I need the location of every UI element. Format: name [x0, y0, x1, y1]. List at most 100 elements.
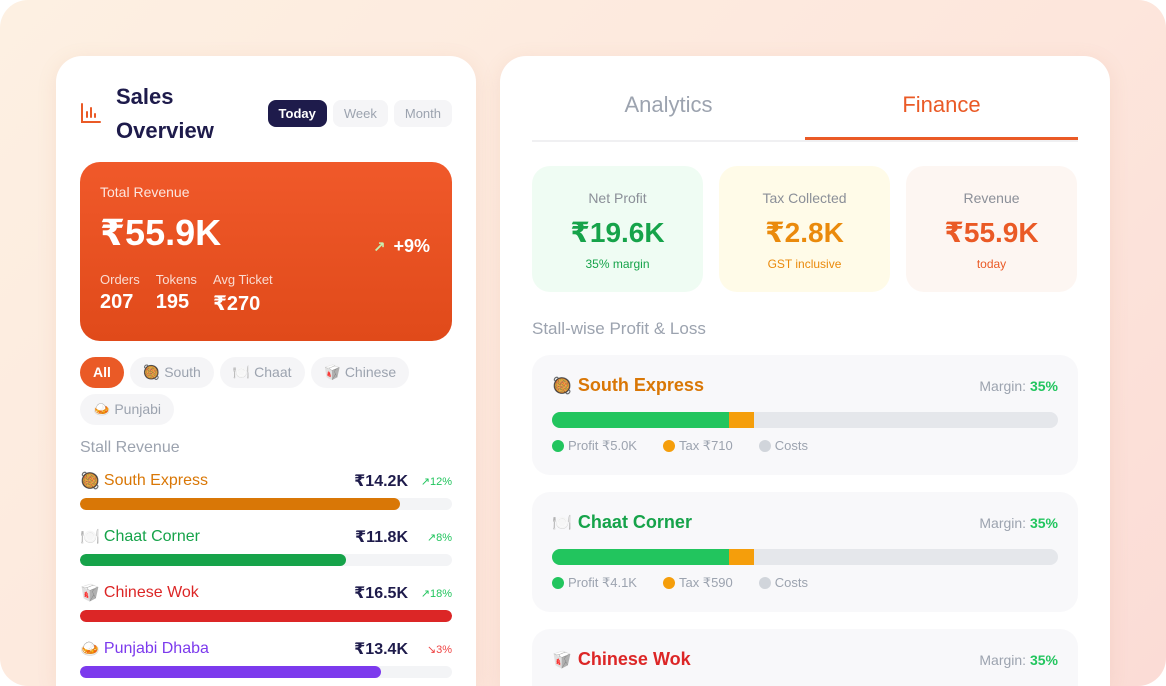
chip-punjabi[interactable]: 🍛 Punjabi [80, 394, 175, 425]
margin-value: 35% [1029, 514, 1058, 531]
stall-row-header: 🍛 Punjabi Dhaba ₹13.4K ↘3% [80, 638, 452, 660]
stall-row-header: 🥡 Chinese Wok ₹16.5K ↗18% [80, 582, 452, 604]
stall-pl-header: 🍽️ Chaat Corner Margin: 35% [552, 512, 1058, 533]
kpi-value: ₹2.8K [765, 217, 844, 248]
margin-label: Margin: [979, 377, 1027, 394]
arrow-up-right-icon: ↗ [372, 239, 386, 256]
kpi-label: Tax Collected [762, 190, 847, 206]
total-revenue-card: Total Revenue ₹55.9K ↗ +9% Orders 207 Toke… [80, 162, 452, 341]
revenue-change: ↗ +9% [373, 236, 430, 257]
stall-name: Chaat Corner [103, 528, 200, 545]
legend-dot-icon [662, 440, 675, 452]
stall-revenue-row[interactable]: 🍽️ Chaat Corner ₹11.8K ↗8% [80, 526, 452, 566]
stall-amount: ₹13.4K [354, 641, 408, 658]
bar-chart-icon [81, 103, 101, 123]
legend-dot-icon [552, 577, 564, 589]
legend-label: Costs [774, 438, 809, 453]
margin-label: Margin: [979, 651, 1027, 668]
stall-revenue-bar [80, 554, 452, 566]
kpi-label: Revenue [963, 190, 1020, 206]
stall-revenue-fill [80, 610, 452, 622]
legend-tax: Tax ₹710 [662, 438, 733, 454]
period-month[interactable]: Month [393, 100, 452, 127]
stall-revenue-row[interactable]: 🥘 South Express ₹14.2K ↗12% [80, 470, 452, 510]
stall-icon: 🥘 [80, 473, 100, 490]
stall-name: Chinese Wok [577, 649, 691, 669]
stall-amount: ₹14.2K [354, 473, 408, 490]
stat-avg-ticket: Avg Ticket ₹270 [213, 272, 273, 316]
stat-value: ₹270 [212, 293, 261, 315]
legend-label: Tax ₹590 [678, 575, 733, 590]
stall-revenue-fill [80, 554, 346, 566]
stall-revenue-row[interactable]: 🍛 Punjabi Dhaba ₹13.4K ↘3% [80, 638, 452, 678]
legend-dot-icon [758, 577, 771, 589]
stall-revenue-heading: Stall Revenue [80, 439, 180, 456]
stall-icon: 🍽️ [80, 529, 100, 546]
tab-analytics[interactable]: Analytics [624, 92, 713, 117]
legend-dot-icon [662, 577, 675, 589]
legend-label: Profit ₹4.1K [568, 575, 637, 590]
period-week[interactable]: Week [332, 100, 388, 127]
profit-loss-heading: Stall-wise Profit & Loss [532, 319, 706, 338]
profit-segment [552, 412, 730, 428]
legend-costs: Costs [758, 575, 809, 591]
chip-all[interactable]: All [80, 357, 124, 388]
stall-change: ↘3% [426, 643, 452, 656]
stall-pl-header: 🥘 South Express Margin: 35% [552, 375, 1058, 396]
tab-finance[interactable]: Finance [805, 84, 1078, 140]
kpi-card: Revenue ₹55.9K today [906, 166, 1077, 292]
tax-segment [729, 549, 755, 565]
legend-dot-icon [758, 440, 771, 452]
margin-label: Margin: [979, 514, 1027, 531]
period-toggle: Today Week Month [267, 100, 452, 127]
legend-label: Costs [774, 575, 809, 590]
stall-name: Chinese Wok [103, 584, 199, 601]
stall-pl-card[interactable]: 🥡 Chinese Wok Margin: 35% [532, 629, 1078, 686]
kpi-value: ₹55.9K [944, 217, 1039, 248]
kpi-subtext: 35% margin [585, 257, 650, 271]
sales-overview-card: Sales Overview Today Week Month Total Re… [56, 56, 476, 686]
stat-label: Orders [100, 272, 140, 287]
kpi-value: ₹19.6K [570, 217, 665, 248]
legend-costs: Costs [758, 438, 809, 454]
stall-row-header: 🍽️ Chaat Corner ₹11.8K ↗8% [80, 526, 452, 548]
stall-revenue-fill [80, 666, 382, 678]
legend-tax: Tax ₹590 [662, 575, 733, 591]
margin: Margin: 35% [979, 378, 1058, 394]
margin-value: 35% [1029, 377, 1058, 394]
chip-south[interactable]: 🥘 South [129, 357, 214, 388]
stat-label: Avg Ticket [212, 272, 273, 287]
chip-chaat[interactable]: 🍽️ Chaat [219, 357, 305, 388]
stall-pl-header: 🥡 Chinese Wok Margin: 35% [552, 649, 1058, 670]
stat-label: Tokens [155, 272, 197, 287]
stall-pl-card[interactable]: 🥘 South Express Margin: 35% Profit ₹5.0K Tax… [532, 355, 1078, 475]
stall-icon: 🍽️ [552, 514, 572, 532]
stall-revenue-bar [80, 610, 452, 622]
stall-revenue-row[interactable]: 🥡 Chinese Wok ₹16.5K ↗18% [80, 582, 452, 622]
page-title: Sales Overview [116, 84, 214, 143]
stall-change: ↗18% [420, 587, 452, 600]
legend-profit: Profit ₹4.1K [552, 575, 637, 591]
profit-breakdown-bar [552, 549, 1058, 565]
stat-orders: Orders 207 [100, 272, 140, 316]
margin: Margin: 35% [979, 515, 1058, 531]
profit-segment [552, 549, 730, 565]
kpi-subtext: today [976, 257, 1007, 271]
stall-revenue-bar [80, 498, 452, 510]
stall-pl-card[interactable]: 🍽️ Chaat Corner Margin: 35% Profit ₹4.1K Tax… [532, 492, 1078, 612]
chip-chinese[interactable]: 🥡 Chinese [310, 357, 410, 388]
category-filter: All 🥘 South 🍽️ Chaat 🥡 Chinese 🍛 Punjabi [80, 357, 460, 425]
stall-revenue-fill [80, 498, 400, 510]
period-today[interactable]: Today [267, 100, 327, 127]
kpi-card: Tax Collected ₹2.8K GST inclusive [719, 166, 890, 292]
stall-icon: 🥡 [80, 585, 100, 602]
stat-value: 207 [100, 291, 134, 313]
margin: Margin: 35% [979, 652, 1058, 668]
stall-icon: 🍛 [80, 641, 100, 658]
stall-amount: ₹16.5K [354, 585, 408, 602]
revenue-change-value: +9% [393, 236, 430, 256]
total-revenue-label: Total Revenue [100, 184, 190, 200]
stall-name: South Express [577, 375, 704, 395]
profit-breakdown-bar [552, 412, 1058, 428]
